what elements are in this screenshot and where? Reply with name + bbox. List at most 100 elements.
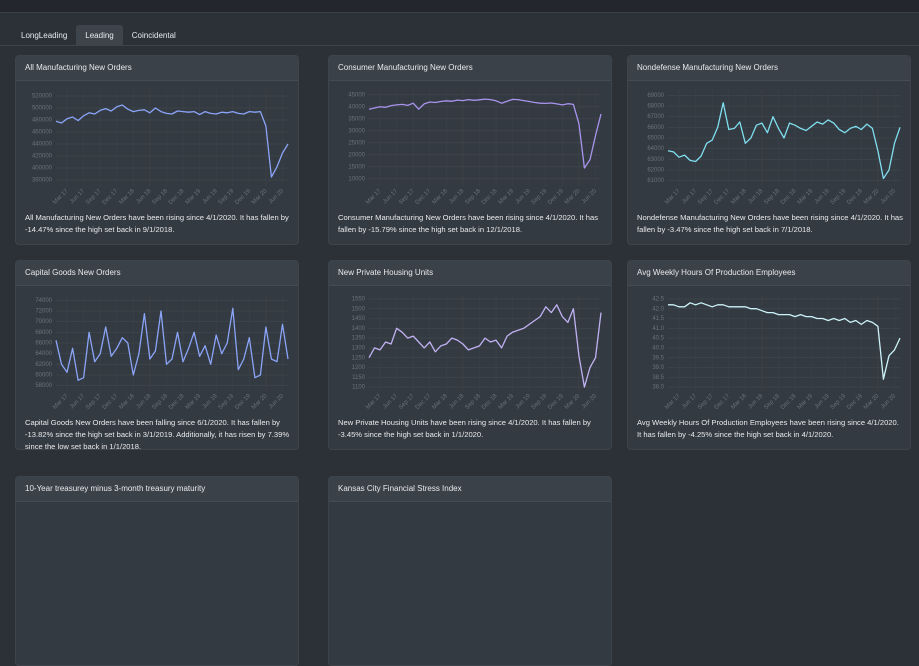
panel-title: Kansas City Financial Stress Index: [329, 477, 611, 502]
x-tick-label: Dec 19: [234, 188, 252, 206]
y-tick-label: 440000: [32, 142, 53, 148]
y-tick-label: 30000: [348, 128, 365, 134]
y-tick-label: 460000: [32, 130, 53, 136]
x-tick-label: Dec 18: [481, 188, 499, 206]
series-line: [668, 302, 901, 380]
x-tick-label: Mar 17: [664, 393, 682, 411]
x-tick-label: Mar 19: [498, 188, 516, 206]
y-tick-label: 1400: [352, 326, 366, 332]
x-tick-label: Jun 19: [515, 188, 532, 205]
x-tick-label: Mar 18: [730, 393, 748, 411]
x-tick-label: Jun 18: [747, 188, 764, 205]
x-tick-label: Jun 18: [135, 188, 152, 205]
chart-description: Capital Goods New Orders have been falli…: [25, 418, 290, 450]
x-tick-label: Jun 17: [681, 393, 698, 410]
panel-title: New Private Housing Units: [329, 261, 611, 286]
x-tick-label: Dec 19: [846, 393, 864, 411]
y-tick-label: 42.5: [652, 296, 664, 302]
tab[interactable]: Coincidental: [131, 31, 176, 40]
x-tick-label: Jun 17: [69, 188, 86, 205]
y-tick-label: 58000: [35, 383, 52, 389]
x-tick-label: Mar 17: [365, 188, 383, 206]
x-tick-label: Dec 18: [780, 188, 798, 206]
y-tick-label: 1200: [352, 365, 366, 371]
x-tick-label: Jun 18: [448, 393, 465, 410]
x-tick-label: Dec 19: [547, 393, 565, 411]
tab[interactable]: LongLeading: [21, 31, 68, 40]
y-tick-label: 1500: [352, 306, 366, 312]
chart: 380000 400000 420000 440000 460000 480000 5000…: [32, 90, 289, 206]
x-tick-label: Dec 17: [415, 393, 433, 411]
panel-title: All Manufacturing New Orders: [16, 56, 298, 81]
series-line: [368, 98, 602, 169]
x-tick-label: Jun 19: [202, 188, 219, 205]
x-tick-label: Sep 19: [531, 393, 549, 411]
x-tick-label: Dec 18: [168, 188, 186, 206]
x-tick-label: Sep 17: [398, 393, 416, 411]
y-tick-label: 40.0: [652, 345, 664, 351]
y-tick-label: 15000: [348, 164, 365, 170]
panel-title: Avg Weekly Hours Of Production Employees: [628, 261, 910, 286]
panel: Consumer Manufacturing New Orders 10000 15…: [328, 55, 612, 245]
chart: 61000 62000 63000 64000 65000 66000 67000 68000…: [647, 90, 901, 206]
y-tick-label: 1250: [352, 355, 366, 361]
y-tick-label: 39.5: [652, 355, 664, 361]
x-tick-label: Mar 18: [431, 393, 449, 411]
tab-bar: LongLeading Leading Coincidental: [12, 25, 185, 45]
x-tick-label: Dec 18: [168, 393, 186, 411]
x-tick-label: Sep 19: [218, 188, 236, 206]
x-tick-label: Dec 17: [415, 188, 433, 206]
chart: 58000 60000 62000 64000 66000 68000 70000 72000…: [35, 295, 289, 411]
y-tick-label: 40.5: [652, 336, 664, 342]
x-tick-label: Mar 17: [52, 393, 70, 411]
x-tick-label: Jun 20: [581, 188, 598, 205]
y-tick-label: 61000: [647, 178, 664, 184]
x-tick-label: Dec 18: [780, 393, 798, 411]
x-tick-label: Jun 20: [268, 393, 285, 410]
y-tick-label: 69000: [647, 93, 664, 99]
x-tick-label: Mar 20: [564, 188, 582, 206]
y-tick-label: 380000: [32, 178, 53, 184]
x-tick-label: Sep 17: [85, 188, 103, 206]
x-tick-label: Jun 17: [382, 393, 399, 410]
x-tick-label: Mar 19: [185, 393, 203, 411]
y-tick-label: 68000: [35, 330, 52, 336]
y-tick-label: 63000: [647, 157, 664, 163]
x-tick-label: Jun 18: [747, 393, 764, 410]
series-line: [55, 104, 289, 178]
y-tick-label: 42.0: [652, 306, 664, 312]
y-tick-label: 38.5: [652, 375, 664, 381]
x-tick-label: Jun 20: [880, 188, 897, 205]
y-tick-label: 67000: [647, 114, 664, 120]
x-tick-label: Jun 19: [814, 393, 831, 410]
panel-title: Consumer Manufacturing New Orders: [329, 56, 611, 81]
panel: Kansas City Financial Stress Index: [328, 476, 612, 666]
panel: Capital Goods New Orders 58000 60000 62000 6…: [15, 260, 299, 450]
x-tick-label: Sep 18: [464, 393, 482, 411]
y-tick-label: 38.0: [652, 385, 664, 391]
chart: 10000 15000 20000 25000 30000 35000 40000 45000…: [348, 90, 602, 206]
chart-description: New Private Housing Units have been risi…: [338, 418, 591, 439]
x-tick-label: Jun 17: [69, 393, 86, 410]
x-tick-label: Sep 17: [398, 188, 416, 206]
x-tick-label: Mar 19: [797, 393, 815, 411]
x-tick-label: Jun 17: [382, 188, 399, 205]
x-tick-label: Dec 19: [547, 188, 565, 206]
x-tick-label: Dec 19: [234, 393, 252, 411]
x-tick-label: Sep 18: [464, 188, 482, 206]
x-tick-label: Dec 18: [481, 393, 499, 411]
x-tick-label: Mar 17: [365, 393, 383, 411]
x-tick-label: Mar 18: [118, 188, 136, 206]
x-tick-label: Sep 18: [151, 188, 169, 206]
x-tick-label: Jun 20: [581, 393, 598, 410]
x-tick-label: Dec 17: [102, 188, 120, 206]
y-tick-label: 500000: [32, 106, 53, 112]
x-tick-label: Dec 17: [714, 393, 732, 411]
tab-active[interactable]: Leading: [76, 25, 123, 45]
chart: 1100 1150 1200 1250 1300 1350 1400 1450 1500 1550…: [352, 295, 602, 411]
y-tick-label: 62000: [647, 168, 664, 174]
y-tick-label: 41.0: [652, 326, 664, 332]
y-tick-label: 72000: [35, 309, 52, 315]
x-tick-label: Mar 17: [664, 188, 682, 206]
